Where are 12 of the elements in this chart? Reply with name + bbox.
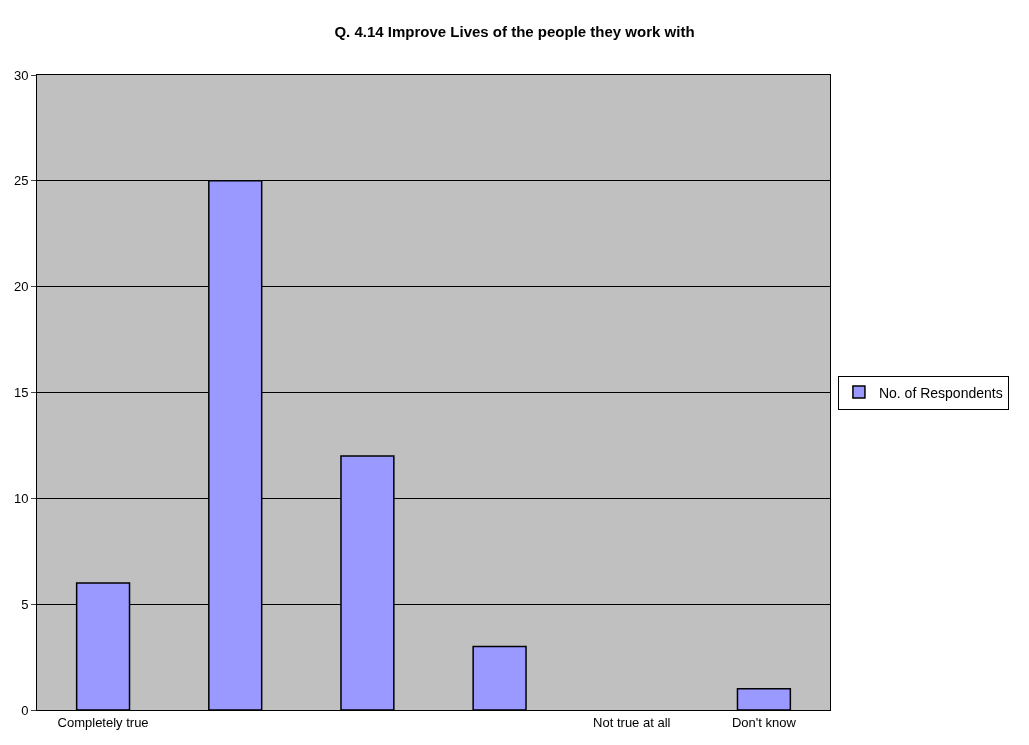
y-tick-label: 25 <box>13 173 29 189</box>
chart-title: Q. 4.14 Improve Lives of the people they work with <box>334 22 695 40</box>
y-tick-label: 20 <box>13 279 29 295</box>
x-tick-label: Don't know <box>731 714 797 730</box>
y-tick-label: 0 <box>21 702 29 718</box>
y-tick-label: 5 <box>21 596 29 612</box>
y-tick-label: 10 <box>13 490 29 506</box>
y-tick-label: 15 <box>13 385 29 401</box>
x-tick-label: Not true at all <box>593 714 671 730</box>
legend-label: No. of Respondents <box>878 384 1003 401</box>
x-tick-label: Completely true <box>57 714 149 730</box>
y-tick-label: 30 <box>13 67 29 83</box>
